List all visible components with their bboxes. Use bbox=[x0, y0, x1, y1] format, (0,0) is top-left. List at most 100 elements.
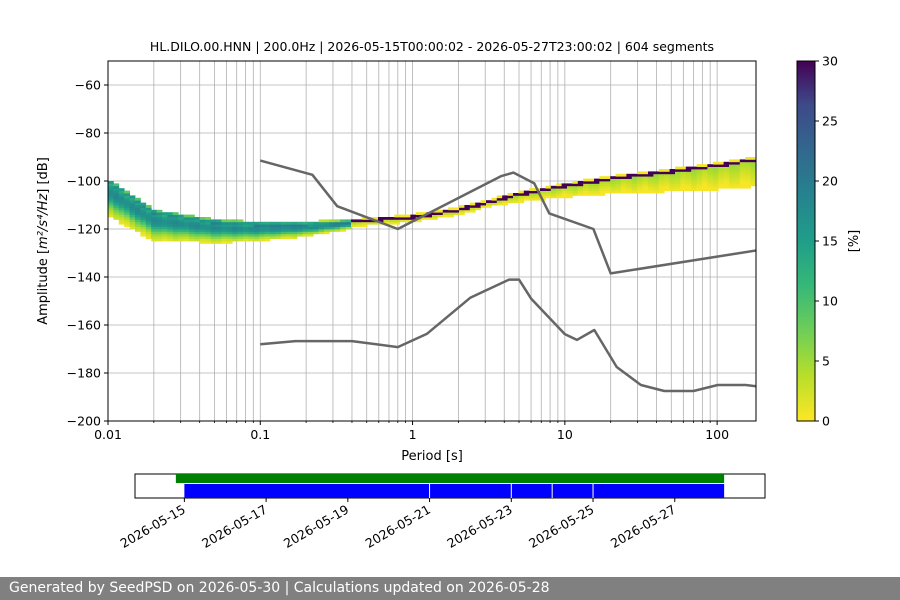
heatmap-cell bbox=[178, 236, 184, 239]
y-tick-label: −100 bbox=[67, 174, 101, 189]
heatmap-cell bbox=[183, 219, 190, 223]
heatmap-cell bbox=[140, 205, 147, 208]
heatmap-cell bbox=[135, 209, 141, 213]
x-tick-label: 10 bbox=[557, 427, 573, 442]
heatmap-cell bbox=[745, 173, 751, 177]
heatmap-cell bbox=[140, 217, 147, 220]
heatmap-cell bbox=[415, 212, 422, 215]
heatmap-cell bbox=[723, 181, 730, 184]
heatmap-cell bbox=[540, 195, 546, 199]
heatmap-cell bbox=[118, 221, 125, 225]
heatmap-cell bbox=[723, 164, 730, 167]
heatmap-cell bbox=[178, 231, 184, 235]
heatmap-cell bbox=[750, 161, 756, 165]
heatmap-cell bbox=[205, 224, 211, 227]
heatmap-cell bbox=[480, 200, 487, 203]
heatmap-cell bbox=[113, 205, 120, 208]
heatmap-cell bbox=[216, 219, 222, 223]
heatmap-cell bbox=[324, 231, 330, 235]
heatmap-cell bbox=[583, 190, 589, 194]
heatmap-cell bbox=[534, 195, 541, 199]
heatmap-cell bbox=[442, 209, 449, 213]
timeline-tick-label: 2026-05-25 bbox=[526, 502, 596, 551]
heatmap-cell bbox=[567, 195, 573, 199]
heatmap-cell bbox=[156, 217, 163, 220]
heatmap-cell bbox=[118, 202, 125, 206]
heatmap-cell bbox=[151, 233, 157, 237]
heatmap-cell bbox=[178, 219, 184, 223]
heatmap-cell bbox=[615, 183, 622, 187]
heatmap-cell bbox=[124, 197, 130, 201]
heatmap-cell bbox=[707, 176, 714, 179]
x-tick-label: 1 bbox=[409, 427, 417, 442]
heatmap-cell bbox=[199, 219, 206, 223]
heatmap-cell bbox=[685, 166, 692, 170]
chart-title: HL.DILO.00.HNN | 200.0Hz | 2026-05-15T00… bbox=[150, 39, 714, 54]
heatmap-cell bbox=[232, 231, 238, 235]
heatmap-cell bbox=[572, 181, 579, 184]
heatmap-cell bbox=[691, 171, 697, 175]
heatmap-cell bbox=[394, 214, 400, 218]
heatmap-cell bbox=[340, 229, 346, 232]
heatmap-cell bbox=[723, 173, 730, 177]
heatmap-cell bbox=[210, 236, 217, 239]
heatmap-cell bbox=[108, 181, 114, 184]
heatmap-cell bbox=[286, 229, 292, 232]
heatmap-cell bbox=[475, 202, 481, 206]
heatmap-cell bbox=[162, 233, 168, 237]
heatmap-cell bbox=[556, 193, 562, 196]
heatmap-cell bbox=[723, 161, 730, 165]
heatmap-cell bbox=[318, 221, 325, 225]
heatmap-cell bbox=[124, 214, 130, 218]
heatmap-cell bbox=[243, 221, 249, 225]
x-tick-label: 0.1 bbox=[250, 427, 270, 442]
heatmap-cell bbox=[723, 185, 730, 189]
heatmap-cell bbox=[291, 226, 298, 230]
heatmap-cell bbox=[135, 221, 141, 225]
heatmap-cell bbox=[718, 171, 724, 175]
heatmap-cell bbox=[118, 190, 125, 194]
heatmap-cell bbox=[459, 209, 465, 213]
heatmap-cell bbox=[118, 193, 125, 196]
heatmap-cell bbox=[318, 226, 325, 230]
heatmap-cell bbox=[556, 185, 562, 189]
heatmap-cell bbox=[329, 221, 336, 225]
heatmap-cell bbox=[372, 217, 379, 220]
heatmap-cell bbox=[534, 197, 541, 201]
heatmap-cell bbox=[183, 221, 190, 225]
heatmap-cell bbox=[270, 221, 276, 225]
heatmap-cell bbox=[243, 238, 249, 242]
heatmap-cell bbox=[135, 219, 141, 223]
heatmap-cell bbox=[631, 173, 638, 177]
heatmap-cell bbox=[610, 178, 616, 182]
heatmap-cell bbox=[108, 197, 114, 201]
heatmap-cell bbox=[734, 176, 741, 179]
heatmap-cell bbox=[383, 217, 390, 220]
heatmap-cell bbox=[685, 185, 692, 189]
heatmap-cell bbox=[113, 193, 120, 196]
heatmap-cell bbox=[550, 185, 557, 189]
heatmap-cell bbox=[248, 231, 255, 235]
heatmap-cell bbox=[329, 229, 336, 232]
heatmap-cell bbox=[529, 190, 535, 194]
heatmap-cell bbox=[658, 190, 665, 194]
heatmap-cell bbox=[205, 221, 211, 225]
heatmap-cell bbox=[286, 221, 292, 225]
heatmap-cell bbox=[113, 188, 120, 191]
heatmap-cell bbox=[226, 233, 233, 237]
heatmap-cell bbox=[739, 183, 746, 187]
heatmap-cell bbox=[226, 241, 233, 244]
heatmap-cell bbox=[669, 173, 676, 177]
heatmap-cell bbox=[135, 226, 141, 230]
heatmap-cell bbox=[594, 190, 600, 194]
heatmap-cell bbox=[669, 185, 676, 189]
heatmap-cell bbox=[194, 221, 201, 225]
heatmap-cell bbox=[664, 181, 670, 184]
heatmap-cell bbox=[750, 183, 756, 187]
heatmap-cell bbox=[691, 181, 697, 184]
heatmap-cell bbox=[108, 195, 114, 199]
heatmap-cell bbox=[297, 221, 303, 225]
heatmap-cell bbox=[129, 207, 136, 211]
heatmap-cell bbox=[669, 171, 676, 175]
heatmap-cell bbox=[426, 214, 433, 218]
